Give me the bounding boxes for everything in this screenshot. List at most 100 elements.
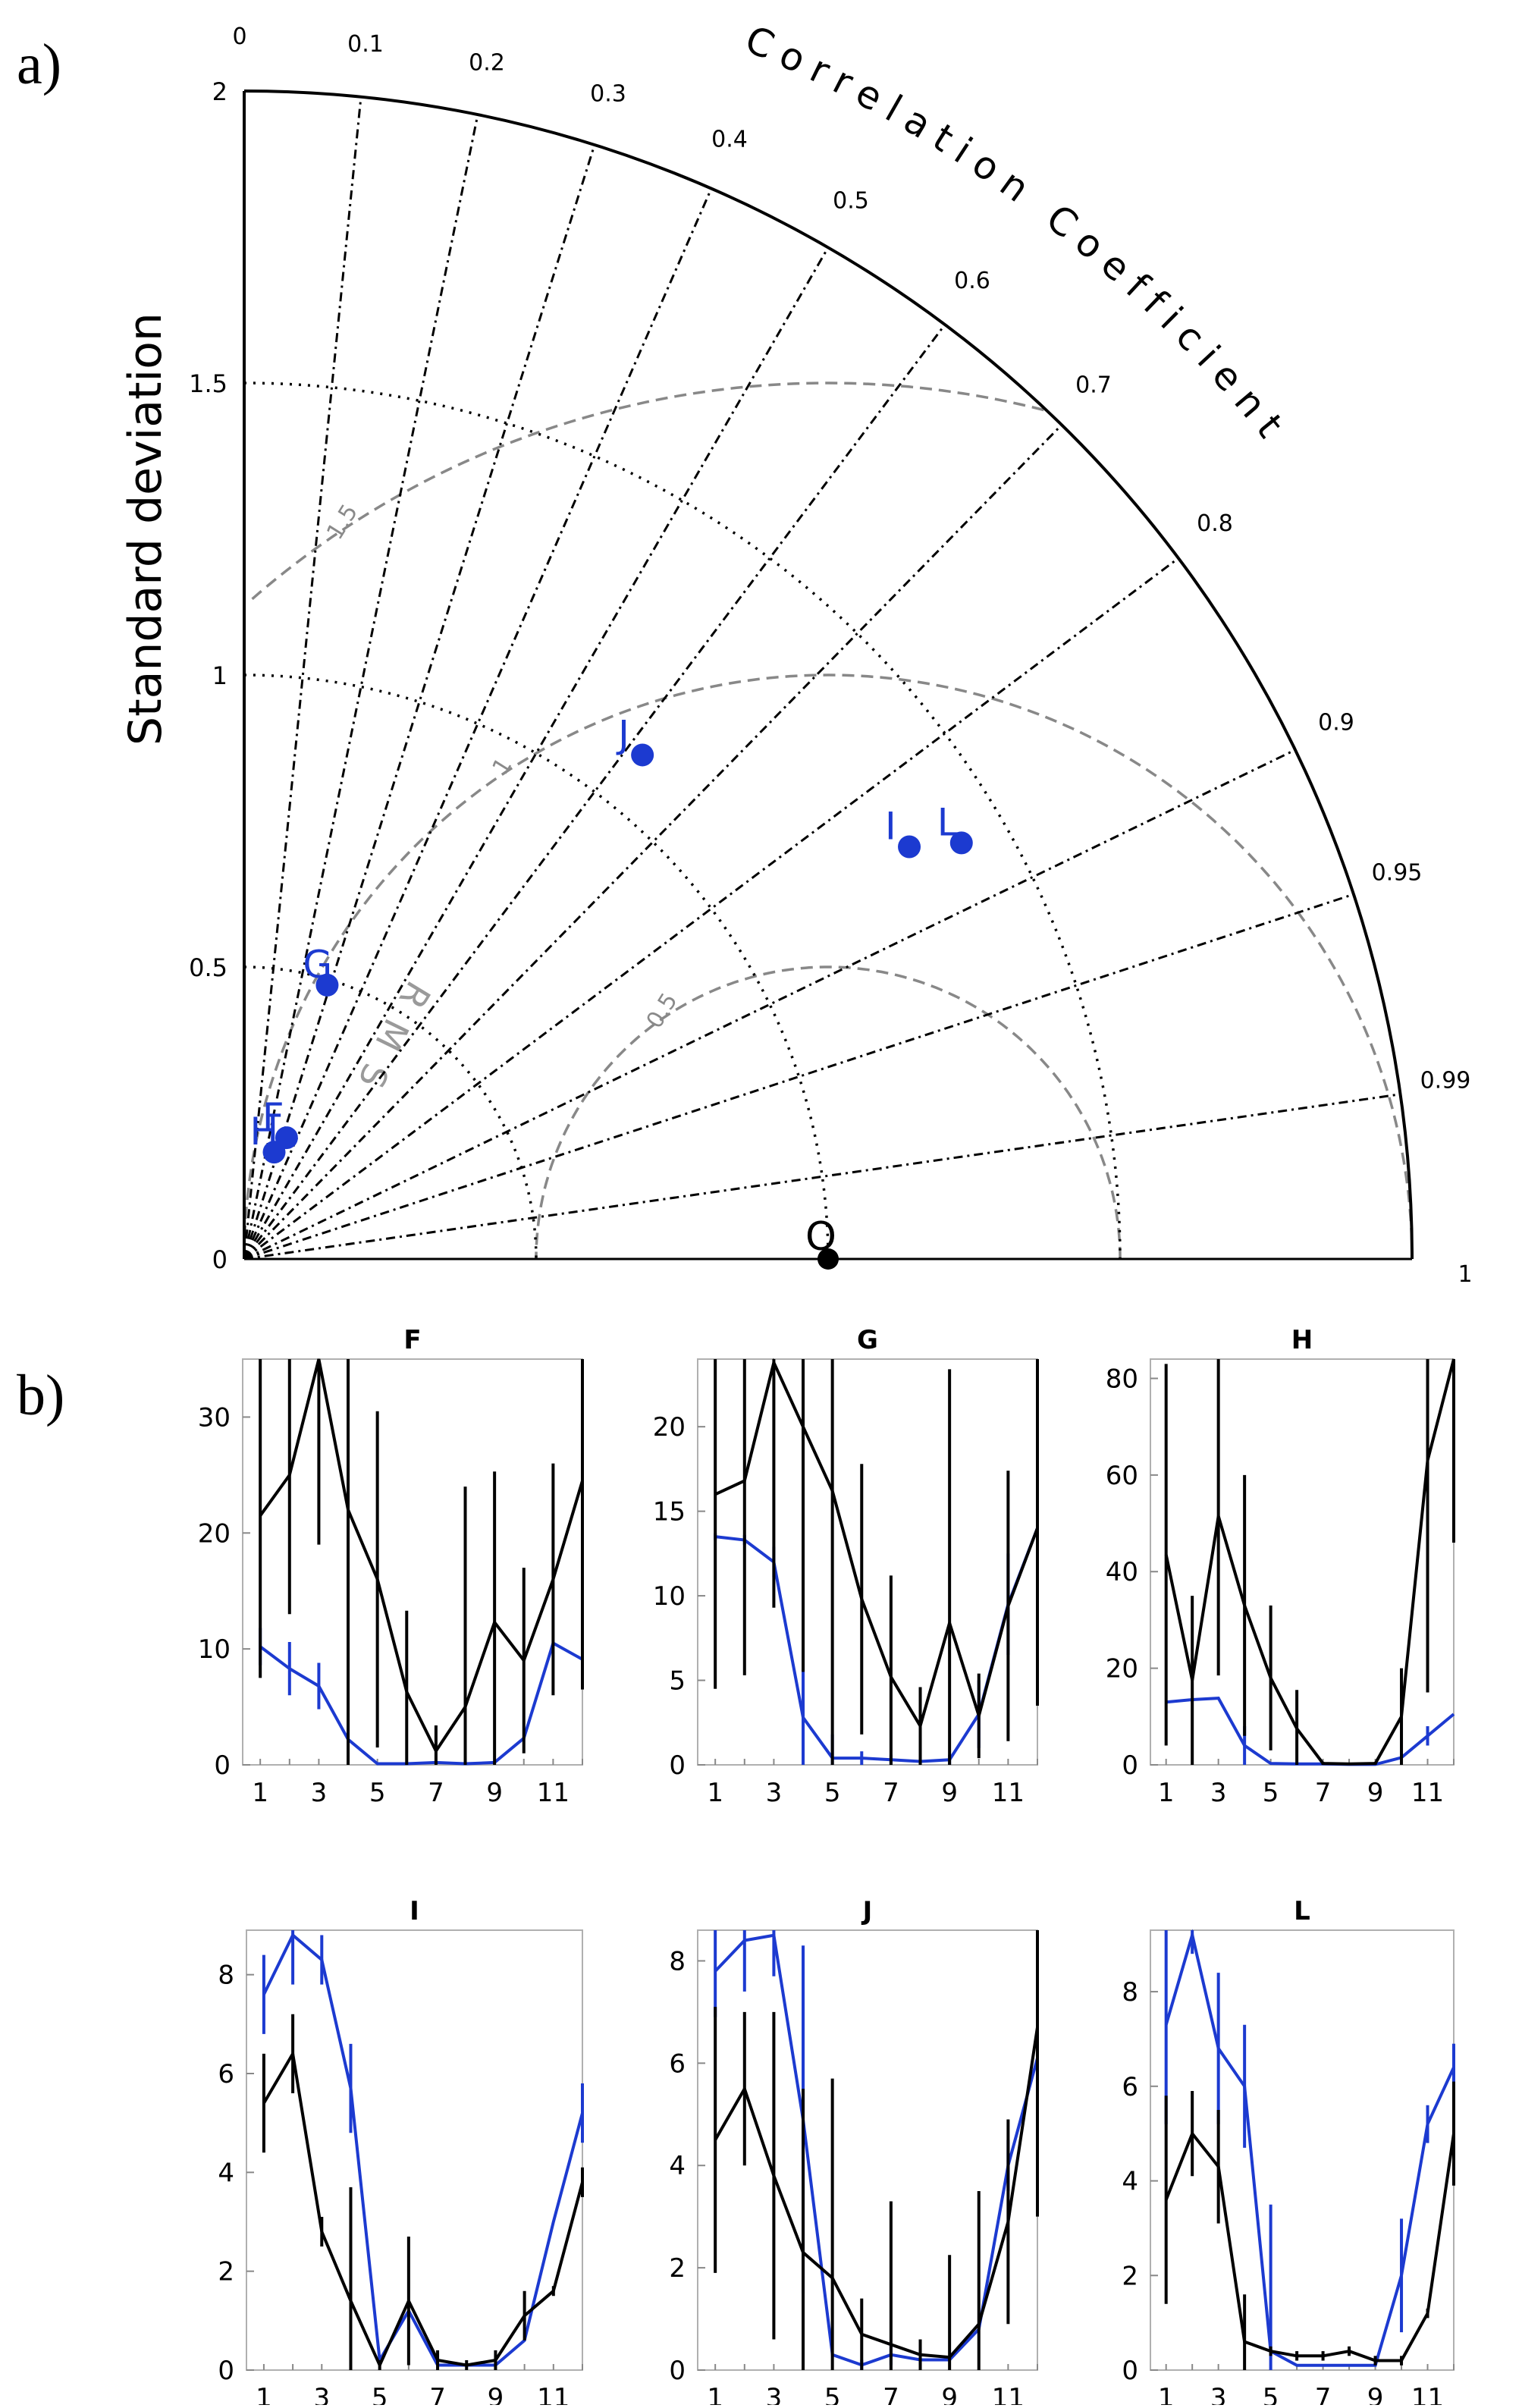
y-tick-label: 4 xyxy=(218,2158,234,2188)
x-tick-label: 11 xyxy=(537,1778,570,1808)
std-tick-label-1: 1 xyxy=(212,661,228,690)
subplot-title: H xyxy=(1291,1325,1313,1355)
rmsd-arc-1-5 xyxy=(249,381,1044,601)
x-tick-label: 3 xyxy=(1210,2383,1227,2405)
x-tick-label: 1 xyxy=(707,1778,723,1808)
x-tick-label: 1 xyxy=(252,1778,268,1808)
x-tick-label: 1 xyxy=(707,2383,723,2405)
corr-tick-label-0-95: 0.95 xyxy=(1372,859,1423,886)
corr-tick-label-0-8: 0.8 xyxy=(1197,510,1233,537)
corr-tick-label-0-7: 0.7 xyxy=(1075,372,1112,398)
subplot-h: H 0 20 40 60 80 1 3 5 7 9 11 xyxy=(1106,1325,1455,1808)
x-tick-label: 7 xyxy=(883,1778,899,1808)
y-tick-label: 4 xyxy=(1122,2167,1138,2197)
subplot-l: L 0 2 4 6 8 1 3 5 7 9 11 xyxy=(1122,1896,1455,2408)
corr-tick-label-0: 0 xyxy=(232,24,246,50)
x-tick-label: 7 xyxy=(883,2383,899,2405)
x-tick-label: 9 xyxy=(486,1778,503,1808)
corr-tick-label-0-2: 0.2 xyxy=(469,49,505,76)
x-tick-label: 3 xyxy=(766,2383,783,2405)
y-tick-label: 80 xyxy=(1106,1364,1138,1394)
y-tick-label: 60 xyxy=(1106,1461,1138,1491)
y-tick-label: 0 xyxy=(669,2356,686,2386)
subplot-title: J xyxy=(861,1896,873,1926)
std-arc-0-5 xyxy=(243,965,538,1260)
subplot-frame xyxy=(246,1929,583,2371)
x-tick-label: 9 xyxy=(941,2383,958,2405)
series-line-black xyxy=(714,1358,1039,1730)
series-line-black xyxy=(1164,2130,1455,2362)
x-tick-label: 5 xyxy=(824,2383,841,2405)
series-line-black xyxy=(259,1358,584,1754)
point-label-j: J xyxy=(616,712,629,756)
series-line-blue xyxy=(1166,1697,1455,1766)
rmsd-arc-1 xyxy=(243,673,1414,1260)
series-line-black xyxy=(1164,1358,1455,1766)
point-j xyxy=(631,743,654,767)
point-h xyxy=(262,1141,286,1164)
subplot-i: I 0 2 4 6 8 1 3 5 7 9 11 xyxy=(218,1896,584,2408)
x-tick-label: 11 xyxy=(537,2383,570,2405)
y-tick-label: 2 xyxy=(218,2257,234,2287)
panel-label-a: a) xyxy=(17,33,61,96)
x-tick-label: 3 xyxy=(311,1778,328,1808)
x-tick-label: 11 xyxy=(1411,1778,1444,1808)
y-tick-label: 2 xyxy=(1122,2261,1138,2291)
x-tick-label: 7 xyxy=(1315,2383,1332,2405)
x-tick-label: 1 xyxy=(256,2383,272,2405)
point-label-g: G xyxy=(303,943,332,987)
outer-arc xyxy=(243,89,1414,1260)
x-tick-label: 11 xyxy=(992,1778,1025,1808)
std-tick-label-1-5: 1.5 xyxy=(189,369,228,398)
x-tick-label: 1 xyxy=(1158,1778,1175,1808)
y-tick-label: 20 xyxy=(653,1412,686,1443)
y-tick-label: 0 xyxy=(1122,1750,1138,1781)
y-tick-label: 2 xyxy=(669,2253,686,2284)
reference-label: O xyxy=(805,1214,836,1260)
x-tick-label: 5 xyxy=(824,1778,841,1808)
x-tick-label: 7 xyxy=(1315,1778,1332,1808)
y-tick-label: 20 xyxy=(198,1518,231,1549)
y-tick-label: 40 xyxy=(1106,1557,1138,1587)
subplot-f: F 0 10 20 30 1 3 5 7 9 11 xyxy=(198,1325,584,1808)
x-tick-label: 7 xyxy=(428,1778,444,1808)
reference-point xyxy=(817,1248,839,1270)
y-axis-title: Standard deviation xyxy=(119,312,172,746)
point-label-l: L xyxy=(937,800,959,844)
x-tick-label: 5 xyxy=(1263,1778,1279,1808)
point-label-h: H xyxy=(250,1110,279,1154)
std-arc-1 xyxy=(243,673,830,1260)
corr-tick-label-0-5: 0.5 xyxy=(833,187,869,214)
subplot-title: F xyxy=(403,1325,421,1355)
x-tick-label: 11 xyxy=(992,2383,1025,2405)
series-line-blue xyxy=(259,1640,583,1766)
corr-tick-label-1: 1 xyxy=(1458,1261,1472,1288)
y-tick-label: 0 xyxy=(1122,2356,1138,2386)
y-tick-label: 10 xyxy=(653,1581,686,1612)
corr-tick-label-0-9: 0.9 xyxy=(1318,710,1354,736)
point-l xyxy=(949,831,973,855)
y-tick-label: 6 xyxy=(1122,2072,1138,2102)
series-line-blue xyxy=(262,1932,584,2367)
y-tick-label: 5 xyxy=(669,1666,686,1697)
panel-label-b: b) xyxy=(17,1364,64,1427)
y-tick-label: 0 xyxy=(218,2356,234,2386)
std-tick-label-0-5: 0.5 xyxy=(189,953,228,982)
point-label-i: I xyxy=(885,804,896,848)
subplot-g: G 0 5 10 15 20 1 3 5 7 9 11 xyxy=(653,1325,1039,1808)
y-tick-label: 8 xyxy=(669,1946,686,1976)
y-tick-label: 0 xyxy=(214,1750,231,1781)
x-tick-label: 9 xyxy=(941,1778,958,1808)
y-tick-label: 0 xyxy=(669,1750,686,1781)
x-tick-label: 5 xyxy=(369,1778,386,1808)
x-tick-label: 5 xyxy=(1263,2383,1279,2405)
y-tick-label: 8 xyxy=(1122,1977,1138,2008)
series-line-blue xyxy=(1164,1929,1455,2367)
subplot-title: G xyxy=(857,1325,878,1355)
corr-tick-label-0-3: 0.3 xyxy=(590,81,626,108)
point-g xyxy=(315,973,339,997)
y-tick-label: 20 xyxy=(1106,1654,1138,1684)
x-tick-label: 9 xyxy=(1367,1778,1384,1808)
y-tick-label: 8 xyxy=(218,1961,234,1991)
